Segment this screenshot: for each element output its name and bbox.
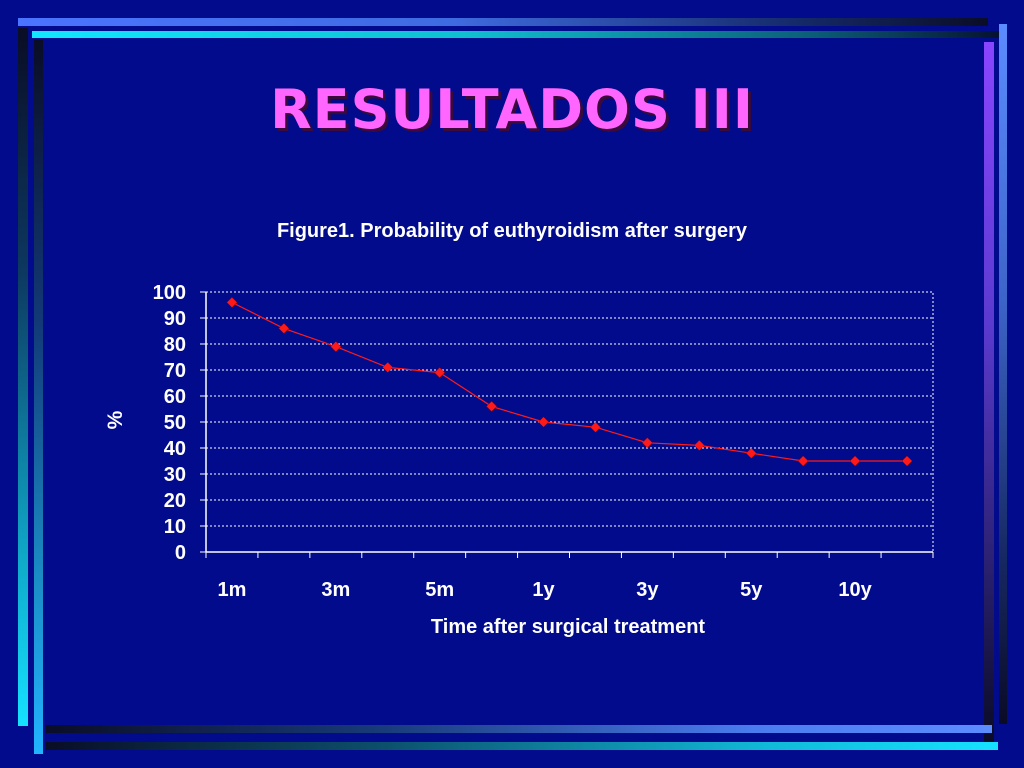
data-point-marker (590, 421, 601, 433)
y-tick-label: 10 (164, 516, 186, 538)
data-point-marker (278, 323, 290, 334)
series-line (231, 301, 908, 462)
y-tick-label: 20 (164, 490, 186, 512)
x-tick-label: 10y (838, 579, 872, 601)
decorative-bar-top (18, 18, 988, 26)
y-tick-label: 70 (164, 360, 186, 382)
y-tick-label: 40 (164, 438, 186, 460)
y-tick-label: 60 (164, 386, 186, 408)
data-point-marker (745, 447, 757, 459)
y-tick-label: 90 (164, 308, 186, 330)
data-point-marker (849, 455, 861, 467)
decorative-bar-top-inner (32, 31, 1004, 38)
data-point-marker (434, 367, 446, 378)
decorative-bar-bottom-inner (46, 725, 992, 733)
y-tick-label: 50 (164, 412, 186, 434)
data-point-marker (226, 297, 238, 308)
x-tick-label: 1m (218, 579, 247, 601)
data-point-marker (330, 341, 342, 352)
decorative-bar-right-inner (984, 42, 994, 742)
x-tick-label: 5m (425, 579, 454, 601)
y-tick-label: 80 (164, 334, 186, 356)
data-point-marker (538, 416, 549, 428)
data-point-marker (486, 401, 497, 412)
y-tick-label: 0 (175, 542, 186, 564)
data-point-marker (797, 455, 809, 467)
y-axis-label: % (104, 410, 127, 430)
x-tick-label: 3m (321, 579, 350, 601)
decorative-bar-right (999, 24, 1007, 724)
data-point-marker (693, 440, 705, 451)
x-tick-label: 5y (740, 579, 763, 601)
slide-title: RESULTADOS III (270, 78, 754, 141)
x-tick-label: 1y (532, 579, 555, 601)
data-point-marker (382, 362, 394, 373)
chart-title: Figure1. Probability of euthyroidism aft… (276, 220, 748, 242)
data-point-marker (642, 437, 653, 449)
x-tick-label: 3y (636, 579, 659, 601)
decorative-bar-left (18, 28, 28, 726)
y-tick-label: 30 (164, 464, 186, 486)
decorative-bar-left-inner (34, 40, 43, 754)
x-axis-label: Time after surgical treatment (430, 616, 706, 638)
data-point-marker (901, 455, 913, 467)
decorative-bar-bottom (46, 742, 998, 750)
y-tick-label: 100 (153, 282, 186, 304)
